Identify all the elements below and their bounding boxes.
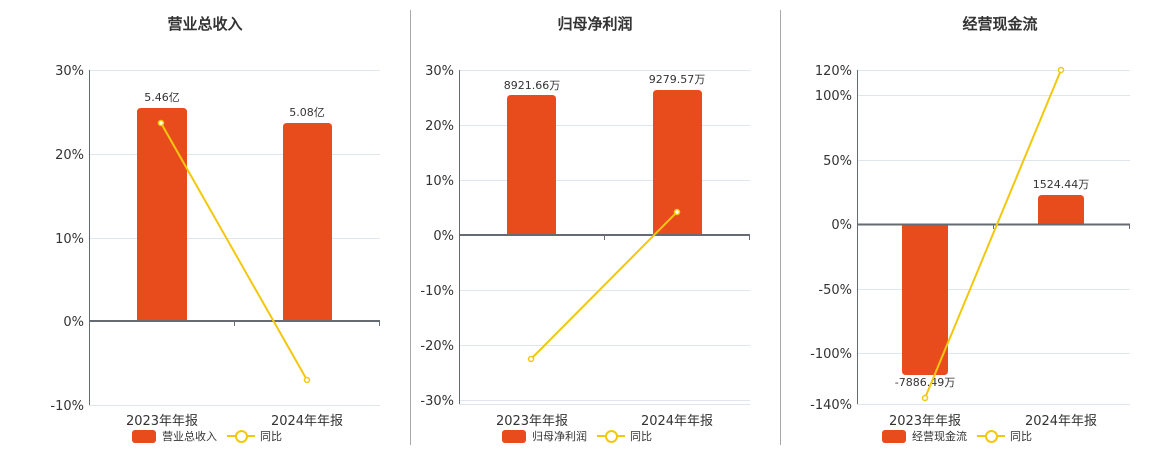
x-tick: 2023年年报 — [889, 414, 961, 429]
y-tick: 50% — [823, 154, 852, 169]
x-tick: 2023年年报 — [126, 414, 198, 429]
legend-bar-swatch[interactable] — [132, 429, 156, 443]
y-tick: -140% — [810, 398, 852, 413]
y-tick: 20% — [55, 148, 84, 163]
chart-plot: 120% 100% 50% 0% -50% -100% -140% -7886.… — [810, 64, 1130, 429]
legend: 经营现金流 同比 — [882, 428, 1032, 444]
chart-title: 经营现金流 — [962, 15, 1038, 33]
x-tick: 2024年年报 — [271, 414, 343, 429]
bar-2023[interactable] — [507, 95, 556, 235]
legend-line-label[interactable]: 同比 — [630, 430, 652, 443]
y-tick: -20% — [420, 339, 454, 354]
bar-2024[interactable] — [653, 90, 702, 235]
yoy-point[interactable] — [157, 119, 165, 127]
y-tick: 30% — [425, 64, 454, 79]
yoy-point[interactable] — [527, 355, 535, 363]
y-tick: 30% — [55, 64, 84, 79]
x-tick: 2024年年报 — [641, 414, 713, 429]
legend-bar-label[interactable]: 营业总收入 — [162, 430, 217, 443]
chart-panel-operating-cash-flow: 经营现金流 120% 100% 50% 0% -50% -100% -140% … — [780, 0, 1160, 450]
panel-divider — [780, 10, 781, 445]
y-tick: 10% — [425, 174, 454, 189]
bar-value-label: 9279.57万 — [649, 73, 706, 86]
yoy-point[interactable] — [673, 208, 681, 216]
bar-2023[interactable] — [137, 108, 187, 321]
chart-title: 归母净利润 — [557, 15, 633, 33]
y-tick: -100% — [810, 347, 852, 362]
yoy-point[interactable] — [303, 376, 311, 384]
x-tick: 2024年年报 — [1025, 414, 1097, 429]
y-tick: 0% — [831, 218, 852, 233]
bar-2023[interactable] — [902, 224, 948, 375]
y-tick: 0% — [63, 315, 84, 330]
legend-bar-label[interactable]: 归母净利润 — [532, 430, 587, 443]
bar-value-label: 5.08亿 — [289, 106, 325, 119]
y-tick: 100% — [815, 89, 852, 104]
legend-bar-swatch[interactable] — [502, 429, 526, 443]
yoy-line — [160, 122, 308, 381]
chart-panel-net-profit: 归母净利润 30% 20% 10% 0% -10% -20% -30% 8921… — [410, 0, 780, 450]
yoy-line — [530, 211, 678, 360]
legend-line-label[interactable]: 同比 — [260, 430, 282, 443]
y-tick: -10% — [420, 284, 454, 299]
chart-panel-revenue: 营业总收入 30% 20% 10% 0% -10% 5.46亿 5.08亿 — [0, 0, 410, 450]
chart-plot: 30% 20% 10% 0% -10% 5.46亿 5.08亿 2023年年报 … — [50, 64, 380, 429]
yoy-line — [924, 69, 1062, 399]
legend: 归母净利润 同比 — [502, 428, 652, 444]
bar-value-label: 5.46亿 — [144, 91, 180, 104]
y-tick: 120% — [815, 64, 852, 79]
chart-title: 营业总收入 — [167, 15, 243, 33]
bar-2024[interactable] — [1038, 195, 1084, 224]
legend-line-swatch[interactable] — [597, 429, 625, 443]
y-tick: 0% — [433, 229, 454, 244]
legend-line-swatch[interactable] — [227, 429, 255, 443]
yoy-point[interactable] — [921, 394, 929, 402]
y-tick: -30% — [420, 394, 454, 409]
legend-line-label[interactable]: 同比 — [1010, 430, 1032, 443]
y-tick: 20% — [425, 119, 454, 134]
chart-plot: 30% 20% 10% 0% -10% -20% -30% 8921.66万 9… — [420, 64, 750, 429]
legend-bar-swatch[interactable] — [882, 429, 906, 443]
legend-bar-label[interactable]: 经营现金流 — [912, 430, 967, 443]
bar-2024[interactable] — [283, 123, 332, 321]
yoy-point[interactable] — [1057, 66, 1065, 74]
y-tick: -50% — [818, 283, 852, 298]
x-tick: 2023年年报 — [496, 414, 568, 429]
y-tick: -10% — [50, 399, 84, 414]
panel-divider — [410, 10, 411, 445]
bar-value-label: 8921.66万 — [504, 79, 561, 92]
legend-line-swatch[interactable] — [977, 429, 1005, 443]
legend: 营业总收入 同比 — [132, 428, 282, 444]
bar-value-label: -7886.49万 — [895, 376, 955, 389]
y-tick: 10% — [55, 232, 84, 247]
bar-value-label: 1524.44万 — [1033, 178, 1090, 191]
